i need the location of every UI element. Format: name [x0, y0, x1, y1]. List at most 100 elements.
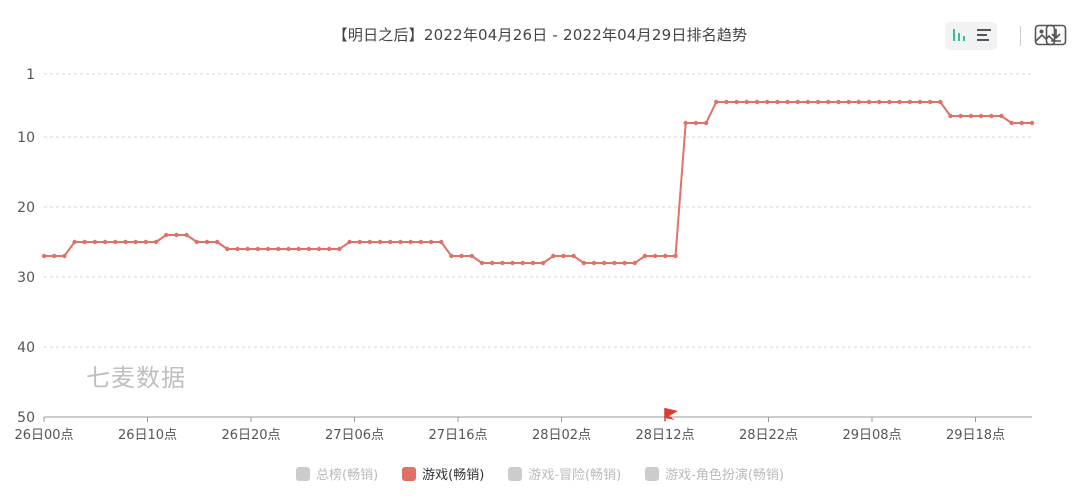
- data-point[interactable]: [591, 260, 597, 266]
- data-point[interactable]: [826, 99, 831, 105]
- horizontal-bars-icon[interactable]: [971, 22, 997, 48]
- data-point[interactable]: [439, 239, 444, 245]
- bar-chart-icon[interactable]: [946, 22, 972, 48]
- data-point[interactable]: [418, 239, 424, 245]
- data-point[interactable]: [367, 239, 373, 245]
- legend-item[interactable]: 游戏-冒险(畅销): [508, 464, 621, 483]
- data-point[interactable]: [164, 232, 169, 238]
- data-point[interactable]: [989, 113, 994, 119]
- data-point[interactable]: [978, 113, 984, 119]
- data-point[interactable]: [581, 260, 586, 266]
- data-point[interactable]: [887, 99, 892, 105]
- data-point[interactable]: [327, 246, 332, 252]
- data-point[interactable]: [459, 253, 464, 259]
- data-point[interactable]: [510, 260, 515, 266]
- data-point[interactable]: [92, 239, 98, 245]
- data-point[interactable]: [958, 113, 963, 119]
- data-point[interactable]: [948, 113, 953, 119]
- data-point[interactable]: [673, 253, 678, 259]
- data-point[interactable]: [388, 239, 393, 245]
- data-point[interactable]: [113, 239, 118, 245]
- data-point[interactable]: [143, 239, 149, 245]
- legend-item[interactable]: 游戏-角色扮演(畅销): [645, 464, 784, 483]
- data-point[interactable]: [398, 239, 403, 245]
- data-point[interactable]: [245, 246, 250, 252]
- data-point[interactable]: [561, 253, 566, 259]
- data-point[interactable]: [255, 246, 261, 252]
- data-point[interactable]: [927, 99, 933, 105]
- data-point[interactable]: [815, 99, 821, 105]
- data-point[interactable]: [449, 253, 454, 259]
- data-point[interactable]: [571, 253, 576, 259]
- data-point[interactable]: [1009, 120, 1014, 126]
- data-point[interactable]: [785, 99, 790, 105]
- data-point[interactable]: [724, 99, 729, 105]
- data-point[interactable]: [917, 99, 923, 105]
- data-point[interactable]: [235, 246, 240, 252]
- data-point[interactable]: [153, 239, 159, 245]
- download-icon[interactable]: [1043, 22, 1069, 48]
- data-point[interactable]: [693, 120, 699, 126]
- data-point[interactable]: [316, 246, 322, 252]
- data-point[interactable]: [41, 253, 47, 259]
- data-point[interactable]: [642, 253, 648, 259]
- data-point[interactable]: [663, 253, 668, 259]
- data-point[interactable]: [1019, 120, 1024, 126]
- data-point[interactable]: [897, 99, 902, 105]
- data-point[interactable]: [479, 260, 485, 266]
- data-point[interactable]: [1029, 120, 1035, 126]
- data-point[interactable]: [652, 253, 658, 259]
- data-point[interactable]: [276, 246, 281, 252]
- data-point[interactable]: [877, 99, 882, 105]
- data-point[interactable]: [428, 239, 434, 245]
- data-point[interactable]: [123, 239, 128, 245]
- data-point[interactable]: [82, 239, 87, 245]
- data-point[interactable]: [551, 253, 556, 259]
- data-point[interactable]: [622, 260, 627, 266]
- data-point[interactable]: [215, 239, 220, 245]
- data-point[interactable]: [856, 99, 861, 105]
- data-point[interactable]: [204, 239, 210, 245]
- data-point[interactable]: [306, 246, 311, 252]
- data-point[interactable]: [744, 99, 749, 105]
- data-point[interactable]: [602, 260, 607, 266]
- data-point[interactable]: [907, 99, 912, 105]
- data-point[interactable]: [805, 99, 811, 105]
- data-point[interactable]: [265, 246, 271, 252]
- data-point[interactable]: [938, 99, 943, 105]
- data-point[interactable]: [52, 253, 57, 259]
- data-point[interactable]: [184, 232, 189, 238]
- data-point[interactable]: [754, 99, 760, 105]
- data-point[interactable]: [347, 239, 352, 245]
- data-point[interactable]: [632, 260, 637, 266]
- data-point[interactable]: [500, 260, 505, 266]
- data-point[interactable]: [866, 99, 872, 105]
- data-point[interactable]: [846, 99, 851, 105]
- data-point[interactable]: [194, 239, 199, 245]
- data-point[interactable]: [612, 260, 617, 266]
- data-point[interactable]: [296, 246, 301, 252]
- flag-icon[interactable]: [665, 408, 678, 420]
- data-point[interactable]: [836, 99, 841, 105]
- data-point[interactable]: [968, 113, 974, 119]
- data-point[interactable]: [795, 99, 800, 105]
- data-point[interactable]: [133, 239, 138, 245]
- legend-item[interactable]: 总榜(畅销): [296, 464, 378, 483]
- data-point[interactable]: [530, 260, 536, 266]
- data-point[interactable]: [520, 260, 525, 266]
- data-point[interactable]: [225, 246, 230, 252]
- data-point[interactable]: [62, 253, 67, 259]
- data-point[interactable]: [490, 260, 495, 266]
- data-point[interactable]: [703, 120, 709, 126]
- legend-item[interactable]: 游戏(畅销): [402, 464, 484, 483]
- data-point[interactable]: [408, 239, 413, 245]
- data-point[interactable]: [357, 239, 362, 245]
- data-point[interactable]: [337, 246, 342, 252]
- data-point[interactable]: [734, 99, 739, 105]
- data-point[interactable]: [286, 246, 291, 252]
- data-point[interactable]: [765, 99, 770, 105]
- data-point[interactable]: [174, 232, 179, 238]
- data-point[interactable]: [714, 99, 719, 105]
- data-point[interactable]: [540, 260, 546, 266]
- data-point[interactable]: [683, 120, 688, 126]
